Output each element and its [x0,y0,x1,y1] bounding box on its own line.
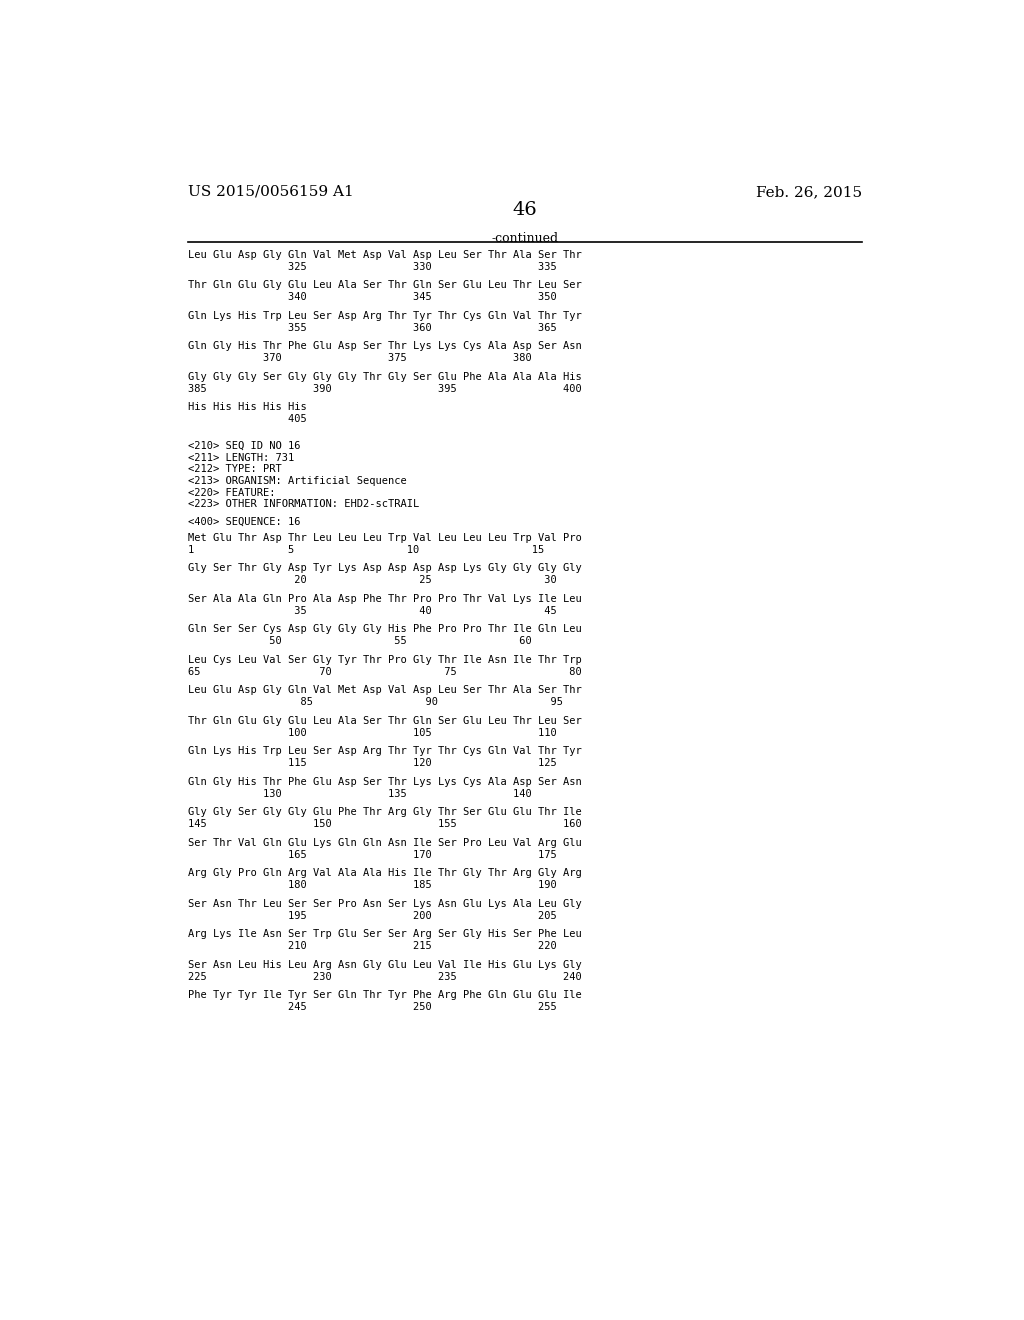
Text: Gln Lys His Trp Leu Ser Asp Arg Thr Tyr Thr Cys Gln Val Thr Tyr: Gln Lys His Trp Leu Ser Asp Arg Thr Tyr … [187,310,582,321]
Text: 100                 105                 110: 100 105 110 [187,727,556,738]
Text: Thr Gln Glu Gly Glu Leu Ala Ser Thr Gln Ser Glu Leu Thr Leu Ser: Thr Gln Glu Gly Glu Leu Ala Ser Thr Gln … [187,715,582,726]
Text: 85                  90                  95: 85 90 95 [187,697,562,708]
Text: Gln Gly His Thr Phe Glu Asp Ser Thr Lys Lys Cys Ala Asp Ser Asn: Gln Gly His Thr Phe Glu Asp Ser Thr Lys … [187,342,582,351]
Text: 65                   70                  75                  80: 65 70 75 80 [187,667,582,677]
Text: Feb. 26, 2015: Feb. 26, 2015 [756,185,862,199]
Text: 20                  25                  30: 20 25 30 [187,576,556,585]
Text: Arg Lys Ile Asn Ser Trp Glu Ser Ser Arg Ser Gly His Ser Phe Leu: Arg Lys Ile Asn Ser Trp Glu Ser Ser Arg … [187,929,582,940]
Text: His His His His His: His His His His His [187,403,306,412]
Text: Ser Asn Thr Leu Ser Ser Pro Asn Ser Lys Asn Glu Lys Ala Leu Gly: Ser Asn Thr Leu Ser Ser Pro Asn Ser Lys … [187,899,582,909]
Text: US 2015/0056159 A1: US 2015/0056159 A1 [187,185,353,199]
Text: 370                 375                 380: 370 375 380 [187,352,531,363]
Text: 245                 250                 255: 245 250 255 [187,1002,556,1012]
Text: 130                 135                 140: 130 135 140 [187,788,531,799]
Text: Gly Gly Gly Ser Gly Gly Gly Thr Gly Ser Glu Phe Ala Ala Ala His: Gly Gly Gly Ser Gly Gly Gly Thr Gly Ser … [187,372,582,381]
Text: Arg Gly Pro Gln Arg Val Ala Ala His Ile Thr Gly Thr Arg Gly Arg: Arg Gly Pro Gln Arg Val Ala Ala His Ile … [187,869,582,878]
Text: <212> TYPE: PRT: <212> TYPE: PRT [187,465,282,474]
Text: 50                  55                  60: 50 55 60 [187,636,531,645]
Text: Leu Glu Asp Gly Gln Val Met Asp Val Asp Leu Ser Thr Ala Ser Thr: Leu Glu Asp Gly Gln Val Met Asp Val Asp … [187,249,582,260]
Text: 180                 185                 190: 180 185 190 [187,880,556,890]
Text: Ser Ala Ala Gln Pro Ala Asp Phe Thr Pro Pro Thr Val Lys Ile Leu: Ser Ala Ala Gln Pro Ala Asp Phe Thr Pro … [187,594,582,605]
Text: <210> SEQ ID NO 16: <210> SEQ ID NO 16 [187,441,300,451]
Text: 405: 405 [187,414,306,424]
Text: <211> LENGTH: 731: <211> LENGTH: 731 [187,453,294,462]
Text: Gln Ser Ser Cys Asp Gly Gly Gly His Phe Pro Pro Thr Ile Gln Leu: Gln Ser Ser Cys Asp Gly Gly Gly His Phe … [187,624,582,635]
Text: Gly Gly Ser Gly Gly Glu Phe Thr Arg Gly Thr Ser Glu Glu Thr Ile: Gly Gly Ser Gly Gly Glu Phe Thr Arg Gly … [187,808,582,817]
Text: <220> FEATURE:: <220> FEATURE: [187,487,275,498]
Text: Met Glu Thr Asp Thr Leu Leu Leu Trp Val Leu Leu Leu Trp Val Pro: Met Glu Thr Asp Thr Leu Leu Leu Trp Val … [187,533,582,543]
Text: Ser Asn Leu His Leu Arg Asn Gly Glu Leu Val Ile His Glu Lys Gly: Ser Asn Leu His Leu Arg Asn Gly Glu Leu … [187,960,582,970]
Text: 46: 46 [512,201,538,219]
Text: <213> ORGANISM: Artificial Sequence: <213> ORGANISM: Artificial Sequence [187,477,407,486]
Text: Thr Gln Glu Gly Glu Leu Ala Ser Thr Gln Ser Glu Leu Thr Leu Ser: Thr Gln Glu Gly Glu Leu Ala Ser Thr Gln … [187,280,582,290]
Text: Phe Tyr Tyr Ile Tyr Ser Gln Thr Tyr Phe Arg Phe Gln Glu Glu Ile: Phe Tyr Tyr Ile Tyr Ser Gln Thr Tyr Phe … [187,990,582,1001]
Text: 195                 200                 205: 195 200 205 [187,911,556,920]
Text: <223> OTHER INFORMATION: EHD2-scTRAIL: <223> OTHER INFORMATION: EHD2-scTRAIL [187,499,419,510]
Text: 355                 360                 365: 355 360 365 [187,322,556,333]
Text: Leu Cys Leu Val Ser Gly Tyr Thr Pro Gly Thr Ile Asn Ile Thr Trp: Leu Cys Leu Val Ser Gly Tyr Thr Pro Gly … [187,655,582,665]
Text: Ser Thr Val Gln Glu Lys Gln Gln Asn Ile Ser Pro Leu Val Arg Glu: Ser Thr Val Gln Glu Lys Gln Gln Asn Ile … [187,838,582,847]
Text: Gly Ser Thr Gly Asp Tyr Lys Asp Asp Asp Asp Lys Gly Gly Gly Gly: Gly Ser Thr Gly Asp Tyr Lys Asp Asp Asp … [187,564,582,573]
Text: 225                 230                 235                 240: 225 230 235 240 [187,972,582,982]
Text: 385                 390                 395                 400: 385 390 395 400 [187,384,582,393]
Text: 325                 330                 335: 325 330 335 [187,261,556,272]
Text: 145                 150                 155                 160: 145 150 155 160 [187,818,582,829]
Text: -continued: -continued [492,231,558,244]
Text: Gln Lys His Trp Leu Ser Asp Arg Thr Tyr Thr Cys Gln Val Thr Tyr: Gln Lys His Trp Leu Ser Asp Arg Thr Tyr … [187,746,582,756]
Text: 35                  40                  45: 35 40 45 [187,606,556,615]
Text: 115                 120                 125: 115 120 125 [187,758,556,768]
Text: 1               5                  10                  15: 1 5 10 15 [187,545,544,554]
Text: <400> SEQUENCE: 16: <400> SEQUENCE: 16 [187,517,300,527]
Text: Leu Glu Asp Gly Gln Val Met Asp Val Asp Leu Ser Thr Ala Ser Thr: Leu Glu Asp Gly Gln Val Met Asp Val Asp … [187,685,582,696]
Text: 340                 345                 350: 340 345 350 [187,292,556,302]
Text: 210                 215                 220: 210 215 220 [187,941,556,950]
Text: Gln Gly His Thr Phe Glu Asp Ser Thr Lys Lys Cys Ala Asp Ser Asn: Gln Gly His Thr Phe Glu Asp Ser Thr Lys … [187,777,582,787]
Text: 165                 170                 175: 165 170 175 [187,850,556,859]
